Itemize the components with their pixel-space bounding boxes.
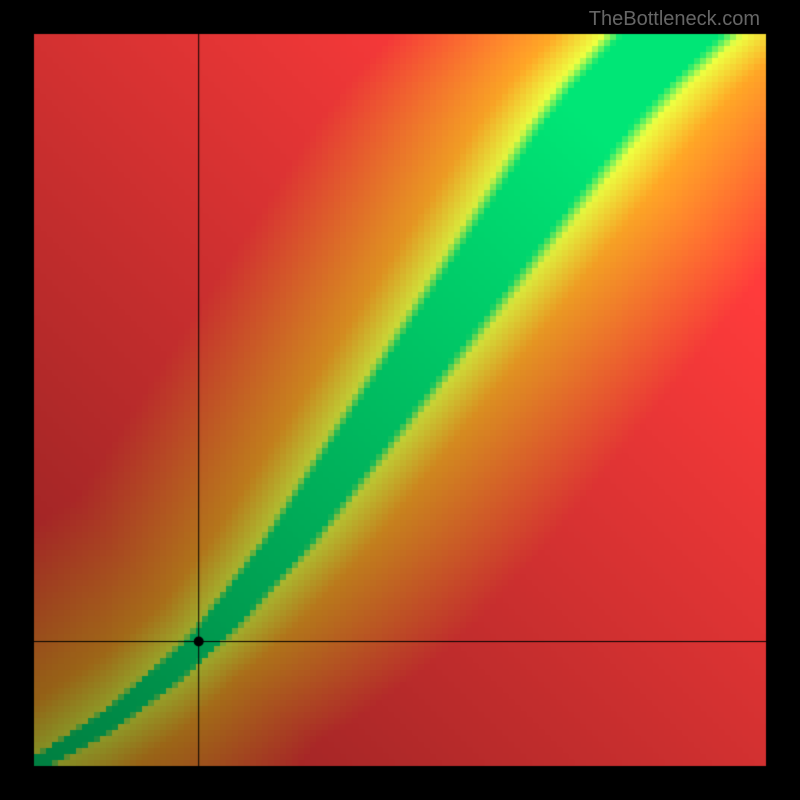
chart-container: TheBottleneck.com (0, 0, 800, 800)
bottleneck-heatmap (0, 0, 800, 800)
attribution-text: TheBottleneck.com (589, 8, 760, 31)
